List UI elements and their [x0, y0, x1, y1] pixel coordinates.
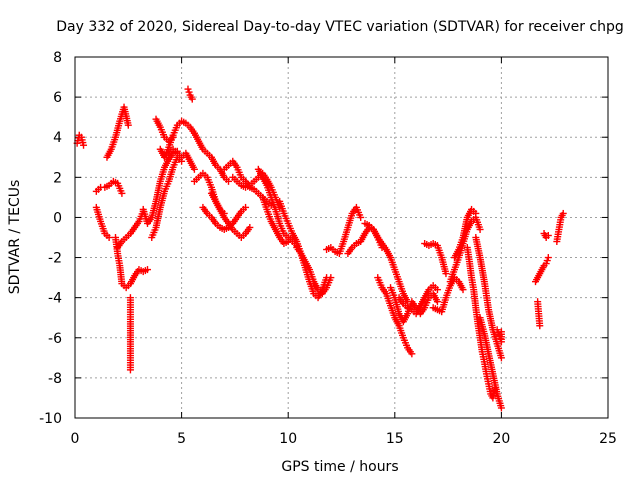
data-point [408, 350, 416, 358]
y-tick-label: 6 [53, 90, 62, 106]
x-tick-label: 10 [279, 431, 297, 447]
data-point [124, 121, 132, 129]
y-tick-label: 2 [53, 170, 62, 186]
y-tick-label: 4 [53, 130, 62, 146]
plot-frame [74, 56, 609, 419]
y-tick-label: -4 [48, 291, 62, 307]
x-axis-ticks: 0 5 10 15 20 25 [71, 57, 617, 447]
data-point [497, 328, 505, 336]
data-point [559, 209, 567, 217]
data-point [433, 286, 441, 294]
data-point [497, 354, 505, 362]
data-point [118, 189, 126, 197]
data-point [225, 177, 233, 185]
x-tick-label: 20 [492, 431, 510, 447]
data-point [472, 209, 480, 217]
x-tick-label: 0 [71, 431, 80, 447]
y-axis-title: SDTVAR / TECUs [7, 180, 23, 295]
data-point [442, 270, 450, 278]
data-point [143, 266, 151, 274]
data-point [536, 322, 544, 330]
chart-title: Day 332 of 2020, Sidereal Day-to-day VTE… [56, 19, 624, 35]
x-tick-label: 15 [386, 431, 404, 447]
data-point [188, 95, 196, 103]
data-point [246, 223, 254, 231]
data-point [544, 231, 552, 239]
data-point [476, 225, 484, 233]
data-point [357, 213, 365, 221]
data-points [73, 85, 567, 412]
grid-lines [75, 57, 608, 418]
data-point [105, 234, 113, 241]
data-point [544, 254, 552, 262]
y-axis-ticks: -10 -8 -6 -4 -2 0 2 4 6 8 [39, 50, 608, 427]
y-tick-label: -10 [39, 411, 62, 427]
y-tick-label: 8 [53, 50, 62, 66]
data-point [126, 366, 134, 374]
y-tick-label: -2 [48, 251, 62, 267]
y-tick-label: -8 [48, 371, 62, 387]
x-tick-label: 5 [177, 431, 186, 447]
data-point [190, 165, 198, 173]
x-tick-label: 25 [599, 431, 617, 447]
y-tick-label: 0 [53, 210, 62, 226]
x-axis-title: GPS time / hours [281, 459, 398, 475]
y-tick-label: -6 [48, 331, 62, 347]
data-point [497, 404, 505, 412]
data-point [242, 203, 250, 211]
data-point [459, 286, 467, 294]
data-point [327, 274, 335, 282]
data-point [80, 141, 88, 149]
data-point [433, 298, 441, 306]
